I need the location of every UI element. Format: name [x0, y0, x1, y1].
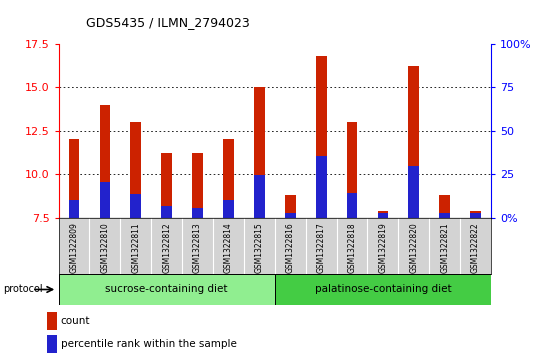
Bar: [470, 213, 481, 218]
Text: GSM1322816: GSM1322816: [286, 222, 295, 273]
Bar: [439, 195, 450, 218]
Bar: [254, 87, 265, 218]
Bar: [316, 56, 326, 218]
Bar: [347, 192, 358, 218]
Text: GSM1322811: GSM1322811: [131, 222, 140, 273]
FancyBboxPatch shape: [59, 274, 275, 305]
Bar: [378, 211, 388, 218]
Text: GDS5435 / ILMN_2794023: GDS5435 / ILMN_2794023: [86, 16, 250, 29]
Text: GSM1322817: GSM1322817: [316, 222, 326, 273]
Bar: [439, 213, 450, 218]
Bar: [408, 66, 419, 218]
Bar: [408, 166, 419, 218]
Bar: [470, 211, 481, 218]
Text: GSM1322810: GSM1322810: [100, 222, 109, 273]
Text: GSM1322815: GSM1322815: [255, 222, 264, 273]
Text: sucrose-containing diet: sucrose-containing diet: [105, 285, 228, 294]
Bar: [347, 122, 358, 218]
Text: percentile rank within the sample: percentile rank within the sample: [61, 339, 237, 350]
FancyBboxPatch shape: [275, 274, 491, 305]
Text: GSM1322818: GSM1322818: [348, 222, 357, 273]
Bar: [47, 335, 56, 354]
Bar: [378, 213, 388, 218]
Bar: [285, 213, 296, 218]
Bar: [161, 153, 172, 218]
Text: GSM1322820: GSM1322820: [410, 222, 418, 273]
Bar: [131, 122, 141, 218]
Bar: [99, 105, 110, 218]
Bar: [69, 139, 79, 218]
Bar: [99, 182, 110, 218]
Text: GSM1322814: GSM1322814: [224, 222, 233, 273]
Bar: [192, 208, 203, 218]
Text: protocol: protocol: [3, 285, 42, 294]
Bar: [192, 153, 203, 218]
Bar: [161, 207, 172, 218]
Text: GSM1322812: GSM1322812: [162, 222, 171, 273]
Bar: [131, 194, 141, 218]
Text: GSM1322813: GSM1322813: [193, 222, 202, 273]
Text: count: count: [61, 316, 90, 326]
Text: palatinose-containing diet: palatinose-containing diet: [315, 285, 451, 294]
Bar: [223, 200, 234, 218]
Text: GSM1322822: GSM1322822: [471, 222, 480, 273]
Text: GSM1322821: GSM1322821: [440, 222, 449, 273]
Bar: [223, 139, 234, 218]
Bar: [47, 312, 56, 330]
Bar: [285, 195, 296, 218]
Bar: [316, 156, 326, 218]
Bar: [69, 200, 79, 218]
Text: GSM1322819: GSM1322819: [378, 222, 387, 273]
Text: GSM1322809: GSM1322809: [70, 222, 79, 273]
Bar: [254, 175, 265, 218]
